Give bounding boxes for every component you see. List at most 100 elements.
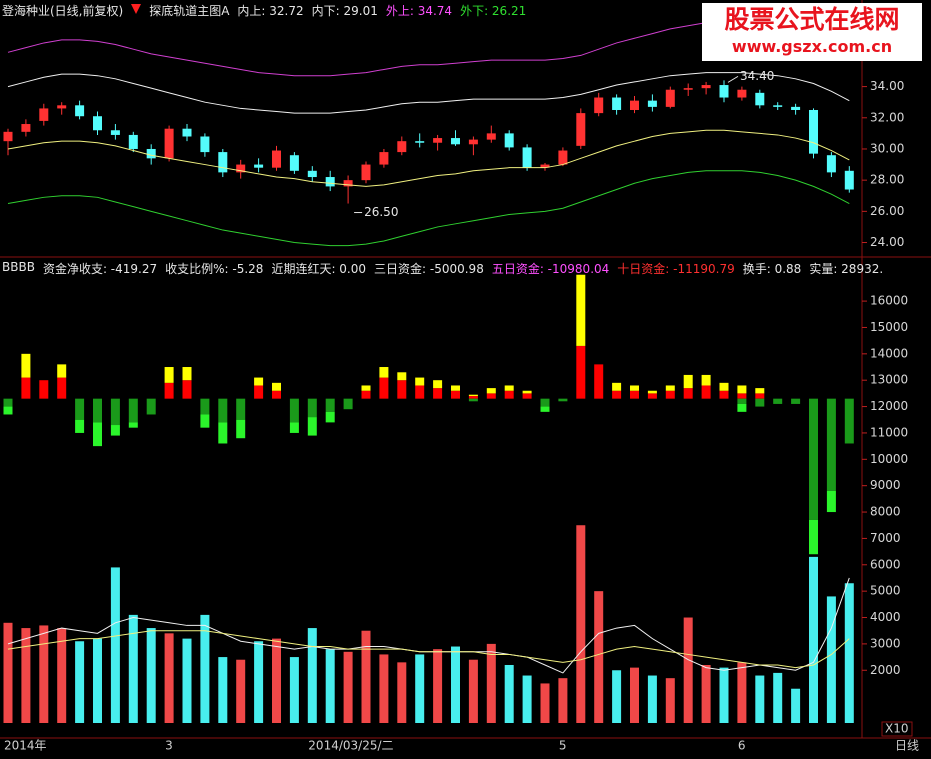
flow-bar [379,367,389,378]
flow-bar [522,393,532,399]
flow-bar [75,398,85,420]
flow-bar [200,398,210,415]
volume-bar [647,675,657,723]
flow-bar [451,390,460,399]
volume-bar [504,664,514,723]
volume-bar [21,628,31,723]
x-tick-label: 6 [738,739,746,753]
y-tick-label: 13000 [870,373,908,387]
flow-bar [665,385,675,391]
candle-body [773,105,783,107]
volume-bar [289,657,299,723]
volume-bar [737,662,747,723]
y-tick-label: 12000 [870,399,908,413]
header-item: BBBB [2,260,35,274]
flow-bar [415,377,425,386]
flow-bar [755,388,765,394]
flow-bar [272,390,281,399]
header-item: 实量: 28932.73 [809,262,882,276]
flow-bar [755,398,765,407]
flow-bar [218,422,228,444]
candle-body [665,89,675,107]
candle-body [200,136,210,153]
candle-body [755,92,765,106]
volume-bar [701,664,711,723]
volume-bar [361,630,371,723]
x-tick-label: 3 [165,739,173,753]
volume-bar [343,651,353,723]
flow-bar [146,398,156,415]
watermark-url: www.gszx.com.cn [731,37,893,56]
flow-bar [325,411,335,423]
volume-bar [236,659,246,723]
flow-bar [719,382,729,391]
flow-bar [558,398,568,402]
candle-body [254,164,264,168]
flow-bar [236,419,246,439]
flow-bar [701,385,711,399]
candle-body [21,124,31,132]
flow-bar [21,353,31,378]
candle-body [791,106,801,110]
flow-bar [93,422,102,447]
pointer [727,75,739,83]
header-item: 外上: 34.74 [385,4,453,18]
flow-bar [343,398,353,410]
flow-bar [683,374,693,389]
flow-bar [164,367,174,383]
flow-bar [75,419,85,433]
flow-bar [594,364,604,399]
signal-arrow [131,4,142,14]
volume-bar [826,596,836,723]
header-item: 资金净收支: -419.27 [42,262,158,276]
volume-bar [755,675,765,723]
flow-bar [540,406,550,412]
y-tick-label: 9000 [870,478,901,492]
flow-bar [773,398,783,404]
y-tick-label: 8000 [870,505,901,519]
candle-body [451,138,460,145]
candle-body [343,180,353,187]
volume-bar [325,649,335,723]
volume-bar [57,628,67,723]
candle-body [307,170,317,178]
header-item: 内上: 32.72 [237,4,304,18]
flow-bar [164,382,174,399]
flow-bar [236,398,246,420]
volume-bar [451,646,460,723]
flow-bar [755,393,765,399]
flow-bar [504,385,514,391]
flow-bar [719,390,729,399]
volume-bar [665,678,675,723]
flow-bar [468,396,478,399]
x-tick-label: 2014/03/25/二 [308,739,393,753]
candle-body [75,105,85,117]
flow-bar [200,414,210,428]
flow-bar [397,372,407,381]
y-tick-label: 2000 [870,663,901,677]
header-item: 收支比例%: -5.28 [165,262,264,276]
header-item: 内下: 29.01 [311,4,378,18]
flow-bar [218,398,228,423]
flow-bar [809,398,818,520]
y-tick-label: 26.00 [870,204,904,218]
y-tick-label: 3000 [870,636,901,650]
flow-bar [576,345,586,399]
flow-bar [486,393,496,399]
y-tick-label: 10000 [870,452,908,466]
volume-bar [3,622,13,723]
candle-body [737,89,747,98]
flow-bar [737,393,747,399]
candle-body [719,85,729,98]
flow-bar [576,274,586,346]
candle-body [128,134,138,149]
flow-bar [39,380,49,399]
candle-body [39,108,49,121]
flow-bar [433,380,443,389]
volume-bar [468,659,478,723]
unit-box [881,721,913,737]
volume-bar [719,667,729,723]
flow-bar [647,393,657,399]
flow-bar [468,394,478,397]
volume-bar [218,657,228,723]
